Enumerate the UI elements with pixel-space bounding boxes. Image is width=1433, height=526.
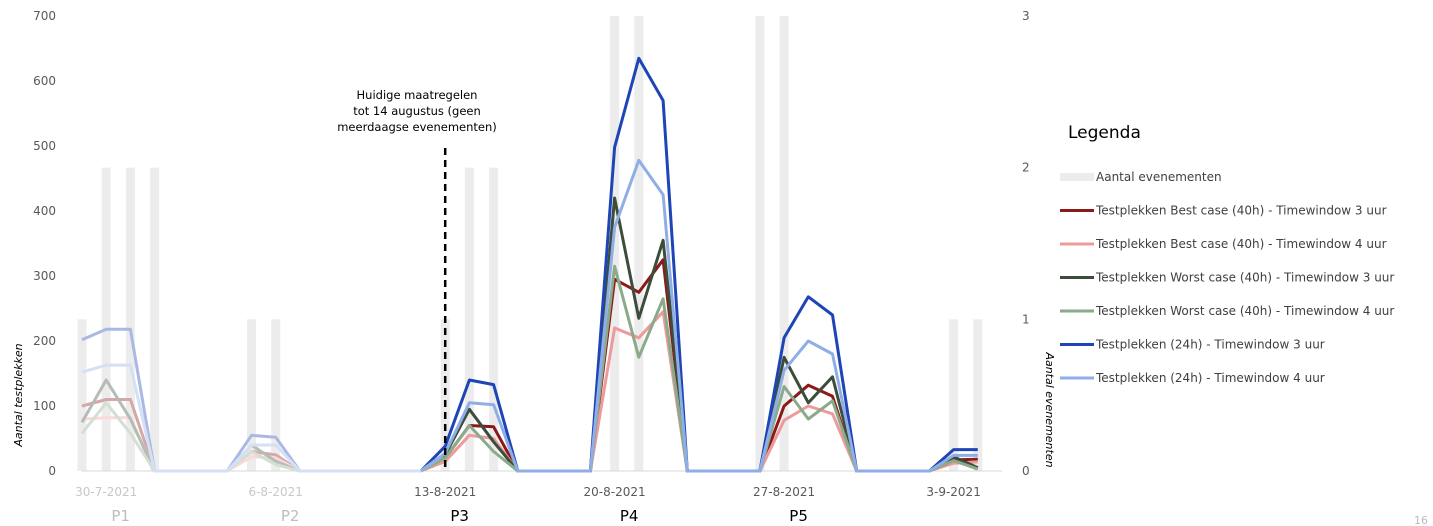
event-bar-6 bbox=[440, 319, 450, 471]
series-line-testplekken-worst-case-40h-timewindow-4-uur bbox=[420, 264, 979, 473]
annotation-text-2: meerdaagse evenementen) bbox=[337, 120, 497, 134]
series-line-testplekken-24h-timewindow-3-uur-early bbox=[81, 327, 447, 473]
period-label-p3: P3 bbox=[450, 507, 469, 525]
period-label-p5: P5 bbox=[789, 507, 808, 525]
period-labels: P1 P2 P3 P4 P5 bbox=[111, 507, 807, 525]
x-axis-ticks: 30-7-2021 6-8-2021 13-8-2021 20-8-2021 27-8-… bbox=[75, 485, 981, 499]
y2-axis-title: Aantal evenementen bbox=[1043, 351, 1056, 467]
annotation-text-1: tot 14 augustus (geen bbox=[353, 104, 481, 118]
event-bar-14 bbox=[973, 319, 983, 471]
y2-tick-0: 0 bbox=[1022, 464, 1030, 478]
legend-label-testplekken-24h-timewindow-4-uur: Testplekken (24h) - Timewindow 4 uur bbox=[1095, 371, 1325, 385]
x-tick-13-8-2021: 13-8-2021 bbox=[414, 485, 476, 499]
legend: Aantal evenementen Testplekken Best case … bbox=[1060, 170, 1394, 385]
x-tick-30-7-2021: 30-7-2021 bbox=[75, 485, 137, 499]
y2-tick-2: 2 bbox=[1022, 161, 1030, 175]
y-axis-right: 0 1 2 3 bbox=[1022, 9, 1030, 478]
y-axis-title: Aantal testplekken bbox=[12, 343, 25, 447]
annotation: Huidige maatregelen tot 14 augustus (geen… bbox=[337, 88, 497, 471]
legend-label-aantal-evenementen: Aantal evenementen bbox=[1096, 170, 1222, 184]
event-bar-0 bbox=[77, 319, 87, 471]
legend-label-testplekken-worst-case-40h-timewindow-4-uur: Testplekken Worst case (40h) - Timewindo… bbox=[1095, 304, 1394, 318]
x-tick-3-9-2021: 3-9-2021 bbox=[926, 485, 980, 499]
legend-label-testplekken-best-case-40h-timewindow-4-uur: Testplekken Best case (40h) - Timewindow… bbox=[1095, 237, 1387, 251]
legend-label-testplekken-best-case-40h-timewindow-3-uur: Testplekken Best case (40h) - Timewindow… bbox=[1095, 204, 1387, 218]
period-label-p4: P4 bbox=[620, 507, 639, 525]
event-bar-1 bbox=[101, 167, 111, 471]
x-tick-6-8-2021: 6-8-2021 bbox=[248, 485, 302, 499]
event-bar-8 bbox=[489, 167, 499, 471]
event-bars bbox=[77, 16, 983, 471]
x-tick-27-8-2021: 27-8-2021 bbox=[753, 485, 815, 499]
event-bar-13 bbox=[949, 319, 959, 471]
event-bar-12 bbox=[779, 16, 789, 471]
y-tick-400: 400 bbox=[33, 204, 56, 218]
x-tick-20-8-2021: 20-8-2021 bbox=[584, 485, 646, 499]
y2-tick-3: 3 bbox=[1022, 9, 1030, 23]
y-tick-100: 100 bbox=[33, 399, 56, 413]
event-bar-5 bbox=[271, 319, 281, 471]
period-label-p1: P1 bbox=[111, 507, 130, 525]
legend-label-testplekken-worst-case-40h-timewindow-3-uur: Testplekken Worst case (40h) - Timewindo… bbox=[1095, 271, 1394, 285]
legend-title: Legenda bbox=[1068, 123, 1141, 143]
annotation-text-0: Huidige maatregelen bbox=[357, 88, 478, 102]
series-line-testplekken-24h-timewindow-4-uur-early bbox=[81, 363, 447, 473]
y-tick-0: 0 bbox=[48, 464, 56, 478]
series-line-testplekken-24h-timewindow-3-uur bbox=[419, 56, 978, 473]
event-bar-9 bbox=[610, 16, 620, 471]
event-bar-11 bbox=[755, 16, 765, 471]
legend-label-testplekken-24h-timewindow-3-uur: Testplekken (24h) - Timewindow 3 uur bbox=[1095, 338, 1325, 352]
series-lines bbox=[80, 56, 979, 473]
y-tick-300: 300 bbox=[33, 269, 56, 283]
y-axis-left: 0 100 200 300 400 500 600 700 bbox=[33, 9, 56, 478]
y2-tick-1: 1 bbox=[1022, 312, 1030, 326]
y-tick-200: 200 bbox=[33, 334, 56, 348]
series-line-testplekken-24h-timewindow-4-uur bbox=[420, 158, 978, 473]
page-number: 16 bbox=[1414, 514, 1428, 526]
y-tick-500: 500 bbox=[33, 139, 56, 153]
event-bar-7 bbox=[464, 167, 474, 471]
legend-swatch-aantal-evenementen bbox=[1060, 173, 1094, 181]
period-label-p2: P2 bbox=[281, 507, 300, 525]
event-bar-4 bbox=[247, 319, 256, 471]
series-line-testplekken-best-case-40h-timewindow-3-uur bbox=[420, 258, 978, 473]
y-tick-600: 600 bbox=[33, 74, 56, 88]
event-bar-3 bbox=[150, 167, 160, 471]
event-bar-2 bbox=[125, 167, 135, 471]
event-bar-10 bbox=[634, 16, 644, 471]
y-tick-700: 700 bbox=[33, 9, 56, 23]
